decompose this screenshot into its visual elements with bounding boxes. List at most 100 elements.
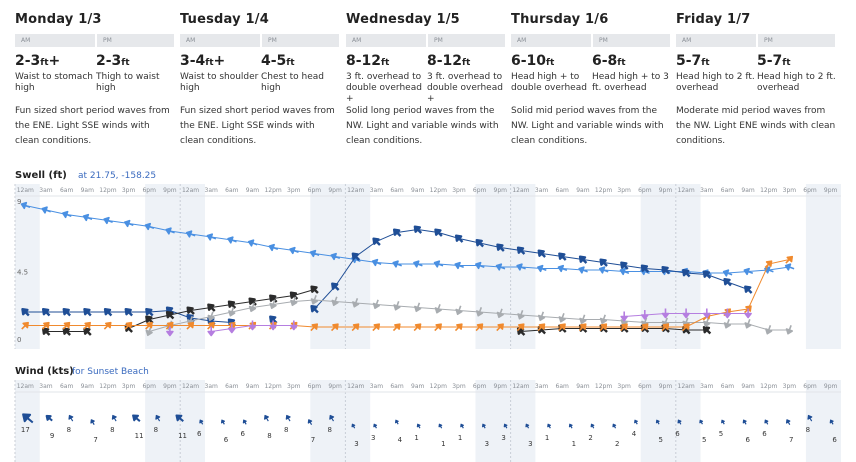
swell-point: [557, 264, 568, 273]
wind-speed-label: 3: [501, 434, 505, 442]
swell-point: [21, 307, 30, 317]
swell-point: [682, 268, 691, 278]
hour-label: 12am: [182, 383, 199, 390]
swell-point: [516, 323, 525, 332]
wind-arrow: [807, 414, 813, 422]
swell-point: [269, 320, 277, 331]
swell-point: [165, 321, 174, 330]
surf-height-value: 4-5: [261, 53, 287, 69]
swell-point: [765, 325, 773, 335]
swell-point: [475, 323, 484, 332]
swell-point: [599, 258, 608, 267]
swell-point: [371, 258, 382, 267]
hour-label: 9pm: [163, 383, 177, 390]
swell-point: [186, 306, 195, 315]
hour-label: 9pm: [494, 383, 508, 390]
wind-arrow: [503, 423, 508, 429]
swell-location[interactable]: at 21.75, -158.25: [78, 171, 157, 181]
wind-speed-label: 8: [267, 432, 271, 440]
swell-point: [578, 266, 588, 274]
wind-speed-label: 6: [241, 430, 246, 438]
swell-point: [702, 308, 711, 319]
day-card: Wednesday 1/5 AM PM 8-12ft 3 ft. overhead to…: [343, 12, 505, 146]
swell-point: [475, 307, 484, 317]
swell-point: [207, 303, 216, 312]
hour-label: 12pm: [595, 187, 612, 194]
wind-arrow: [721, 419, 725, 425]
swell-point: [620, 261, 629, 270]
swell-point: [207, 326, 215, 337]
surf-height-value: 8-12: [346, 53, 382, 69]
surf-unit: ft: [546, 58, 555, 68]
wind-arrow: [68, 414, 74, 422]
night-shade: [15, 184, 40, 349]
hour-label: 3pm: [122, 187, 136, 194]
surf-unit: ft: [40, 58, 49, 68]
surf-am: 5-7ft Head high to 2 ft. overhead: [676, 53, 756, 94]
surf-unit: ft: [205, 58, 214, 68]
surf-pm: 4-5ft Chest to head high: [261, 53, 341, 94]
hour-label: 9am: [411, 187, 424, 194]
swell-point: [351, 323, 360, 332]
wind-speed-label: 9: [50, 432, 54, 440]
surf-pm: 2-3ft Thigh to waist high: [96, 53, 176, 94]
swell-point: [310, 304, 319, 314]
swell-point: [537, 249, 546, 258]
swell-point: [83, 327, 92, 336]
hour-label: 3pm: [287, 383, 301, 390]
swell-point: [41, 327, 51, 336]
swell-point: [269, 299, 277, 310]
swell-point: [599, 314, 608, 325]
wind-arrow: [155, 414, 161, 422]
swell-point: [309, 249, 320, 258]
swell-point: [579, 314, 587, 325]
wind-speed-label: 4: [398, 436, 403, 444]
hour-label: 6am: [556, 383, 569, 390]
hour-label: 12pm: [760, 187, 777, 194]
swell-point: [248, 297, 257, 306]
swell-point: [145, 321, 153, 330]
wind-speed-label: 4: [632, 430, 637, 438]
swell-point: [764, 260, 773, 269]
swell-point: [103, 321, 112, 330]
hour-label: 3pm: [783, 187, 797, 194]
pm-label: PM: [97, 34, 174, 47]
wind-speed-label: 11: [178, 432, 187, 440]
conditions-text: Moderate mid period waves from the NW. L…: [676, 106, 836, 146]
swell-series-line: [25, 259, 790, 328]
swell-title: Swell (ft): [15, 170, 67, 181]
swell-point: [392, 260, 402, 268]
hour-label: 6am: [721, 383, 734, 390]
hour-label: 9pm: [659, 187, 673, 194]
swell-point: [516, 246, 526, 255]
swell-point: [185, 230, 196, 238]
pm-label: PM: [262, 34, 339, 47]
swell-point: [62, 210, 72, 219]
hour-label: 3am: [700, 383, 713, 390]
wind-arrow: [547, 423, 551, 429]
swell-point: [413, 323, 422, 332]
hour-label: 3am: [535, 187, 548, 194]
day-title: Tuesday 1/4: [180, 12, 269, 27]
swell-point: [289, 320, 298, 331]
hour-label: 9pm: [328, 383, 342, 390]
wind-speed-label: 7: [789, 436, 793, 444]
pm-label: PM: [758, 34, 835, 47]
surf-height: 5-7ft: [676, 53, 756, 72]
night-shade: [15, 380, 40, 462]
wind-location[interactable]: for Sunset Beach: [72, 367, 149, 377]
swell-point: [289, 291, 299, 300]
hour-label: 6am: [390, 383, 403, 390]
surf-desc: Waist to stomach high: [15, 72, 93, 93]
day-card: Monday 1/3 AM PM 2-3ft+ Waist to stomach hig…: [12, 12, 174, 146]
swell-point: [330, 252, 341, 261]
surf-height: 2-3ft+: [15, 53, 95, 72]
hour-label: 9pm: [824, 383, 838, 390]
hour-label: 3pm: [452, 383, 466, 390]
surf-pm: 8-12ft 3 ft. overhead to double overhead …: [427, 53, 507, 105]
surf-height-value: 3-4: [180, 53, 206, 69]
night-shade: [310, 380, 346, 462]
wind-arrow: [285, 414, 291, 422]
swell-point: [640, 264, 650, 273]
hour-label: 12am: [182, 187, 199, 194]
